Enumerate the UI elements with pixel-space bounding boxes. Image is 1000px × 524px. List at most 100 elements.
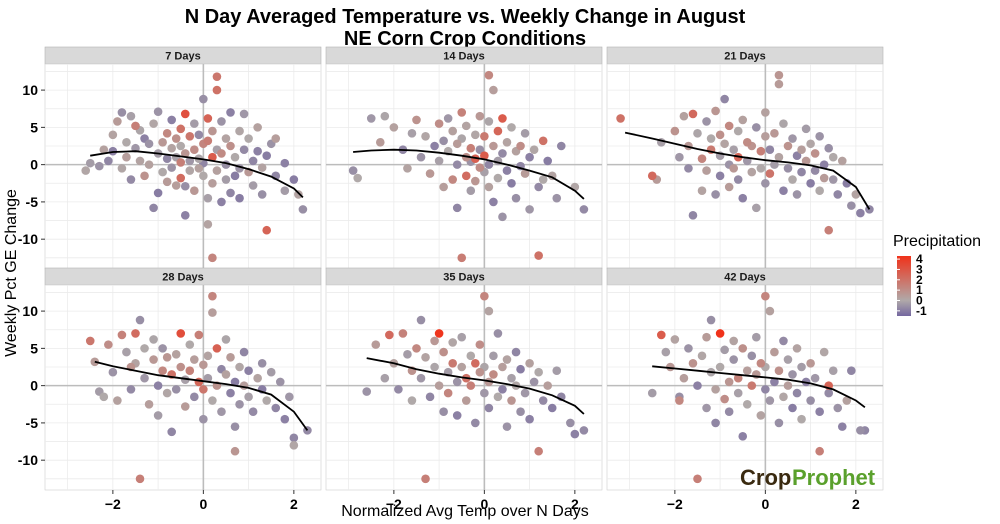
scatter-point bbox=[253, 373, 262, 383]
scatter-point bbox=[203, 136, 213, 146]
scatter-point bbox=[104, 156, 113, 166]
scatter-point bbox=[733, 373, 743, 383]
scatter-point bbox=[493, 392, 503, 402]
scatter-point bbox=[693, 474, 702, 484]
scatter-point bbox=[770, 129, 779, 138]
scatter-point bbox=[484, 182, 494, 192]
legend-title: Precipitation bbox=[893, 233, 981, 250]
scatter-point bbox=[412, 115, 421, 125]
scatter-point bbox=[190, 119, 199, 128]
scatter-point bbox=[271, 403, 281, 413]
scatter-point bbox=[824, 388, 834, 398]
scatter-point bbox=[180, 149, 190, 158]
scatter-point bbox=[792, 190, 802, 199]
scatter-point bbox=[230, 422, 240, 431]
scatter-point bbox=[466, 186, 476, 196]
scatter-point bbox=[684, 164, 693, 173]
scatter-point bbox=[439, 182, 448, 192]
scatter-point bbox=[226, 188, 235, 198]
scatter-point bbox=[217, 197, 226, 207]
x-axis-title: Normalized Avg Temp over N Days bbox=[341, 503, 589, 520]
scatter-point bbox=[783, 355, 793, 364]
scatter-point bbox=[113, 396, 122, 405]
scatter-point bbox=[806, 139, 815, 149]
cropprophet-logo: Crop Prophet bbox=[740, 465, 876, 490]
scatter-point bbox=[733, 175, 743, 184]
scatter-point bbox=[815, 132, 824, 141]
scatter-point bbox=[765, 169, 775, 178]
scatter-point bbox=[824, 143, 834, 153]
scatter-point bbox=[815, 186, 824, 196]
scatter-point bbox=[452, 139, 462, 149]
scatter-point bbox=[380, 373, 390, 383]
scatter-point bbox=[226, 388, 235, 398]
scatter-point bbox=[810, 166, 820, 175]
scatter-point bbox=[543, 156, 553, 166]
x-tick-label: −2 bbox=[386, 496, 402, 512]
scatter-point bbox=[498, 149, 507, 158]
facet-panel: 21 Days bbox=[606, 46, 884, 270]
scatter-point bbox=[779, 392, 788, 402]
scatter-point bbox=[484, 160, 494, 169]
scatter-point bbox=[828, 366, 838, 376]
scatter-point bbox=[126, 111, 136, 121]
scatter-point bbox=[416, 152, 426, 162]
x-tick-label: 0 bbox=[480, 496, 488, 512]
scatter-point bbox=[421, 353, 430, 362]
scatter-point bbox=[810, 149, 820, 158]
scatter-point bbox=[226, 108, 235, 117]
x-tick-label: 2 bbox=[852, 496, 860, 512]
scatter-point bbox=[837, 422, 847, 431]
scatter-point bbox=[239, 109, 249, 119]
facet-label: 14 Days bbox=[443, 51, 485, 63]
scatter-point bbox=[212, 344, 222, 353]
scatter-point bbox=[547, 403, 557, 413]
scatter-point bbox=[516, 407, 525, 417]
scatter-point bbox=[833, 190, 843, 199]
scatter-point bbox=[697, 186, 707, 196]
legend-color-bar bbox=[897, 256, 911, 316]
scatter-point bbox=[176, 124, 186, 134]
scatter-point bbox=[113, 117, 122, 126]
scatter-point bbox=[239, 145, 249, 155]
scatter-point bbox=[135, 156, 145, 166]
scatter-point bbox=[511, 193, 521, 203]
scatter-point bbox=[720, 345, 729, 355]
scatter-point bbox=[421, 474, 430, 484]
scatter-point bbox=[221, 134, 231, 143]
scatter-point bbox=[833, 403, 843, 413]
scatter-point bbox=[171, 385, 181, 394]
scatter-point bbox=[688, 211, 698, 220]
scatter-point bbox=[257, 163, 267, 172]
scatter-point bbox=[407, 396, 417, 405]
scatter-point bbox=[742, 399, 752, 409]
scatter-point bbox=[801, 156, 811, 166]
scatter-point bbox=[203, 373, 213, 383]
scatter-point bbox=[534, 251, 543, 260]
scatter-point bbox=[208, 396, 217, 405]
scatter-point bbox=[235, 126, 244, 136]
scatter-point bbox=[566, 418, 575, 428]
scatter-point bbox=[217, 117, 226, 126]
scatter-point bbox=[262, 225, 272, 235]
facet-panel: 7 Days 10 5 0 -5 -10 bbox=[18, 46, 322, 270]
scatter-point bbox=[724, 407, 734, 417]
scatter-point bbox=[679, 373, 689, 383]
scatter-point bbox=[806, 358, 815, 368]
trend-line bbox=[624, 131, 871, 210]
scatter-point bbox=[806, 178, 815, 188]
scatter-point bbox=[747, 351, 757, 361]
scatter-point bbox=[194, 330, 204, 340]
scatter-point bbox=[167, 115, 176, 125]
legend-label: 4 bbox=[916, 252, 923, 266]
scatter-point bbox=[149, 355, 158, 364]
scatter-point bbox=[85, 336, 95, 346]
legend-label: 1 bbox=[916, 283, 923, 297]
scatter-point bbox=[747, 381, 757, 390]
scatter-point bbox=[452, 160, 462, 169]
facet-panel: 42 Days −2 0 2 bbox=[606, 267, 884, 512]
plot-area bbox=[606, 284, 884, 491]
chart-title-line-2: NE Corn Crop Conditions bbox=[344, 28, 586, 50]
scatter-point bbox=[425, 392, 435, 402]
logo-text-crop: Crop bbox=[740, 465, 791, 490]
